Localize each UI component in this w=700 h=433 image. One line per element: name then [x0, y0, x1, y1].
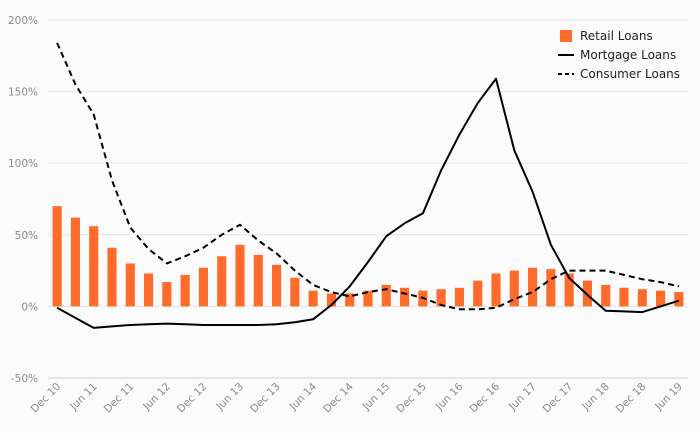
bar [107, 247, 117, 307]
bar [400, 287, 410, 307]
bar [582, 280, 592, 307]
bar [491, 273, 501, 307]
series-lines [56, 42, 680, 329]
bar [89, 226, 99, 307]
x-tick-label: Dec 11 [102, 381, 137, 416]
bar [656, 290, 666, 307]
bar [144, 273, 154, 307]
x-tick-label: Jun 15 [360, 381, 393, 414]
x-tick-label: Dec 12 [175, 381, 210, 416]
legend-label: Consumer Loans [580, 67, 680, 81]
bar [381, 284, 391, 307]
bar [473, 280, 483, 307]
x-tick-label: Dec 15 [394, 381, 429, 416]
y-tick-label: 50% [15, 230, 38, 242]
y-tick-label: 0% [21, 301, 38, 313]
x-tick-label: Jun 18 [579, 381, 612, 414]
bar [454, 287, 464, 307]
series-line [56, 42, 680, 311]
bar [674, 292, 684, 307]
bar [180, 274, 190, 307]
bar [619, 287, 629, 307]
bar [528, 267, 538, 307]
bar [198, 267, 208, 307]
bar [125, 263, 135, 307]
bar [162, 282, 172, 307]
x-tick-label: Dec 18 [614, 381, 649, 416]
bar [363, 290, 373, 307]
bar [436, 289, 446, 307]
retail-loans-bars [52, 206, 684, 307]
bar [235, 244, 245, 307]
bar [564, 273, 574, 307]
legend-label: Mortgage Loans [580, 48, 676, 62]
x-tick-label: Dec 14 [321, 380, 356, 415]
bar [253, 254, 263, 307]
legend: Retail Loans Mortgage Loans Consumer Loans [558, 29, 680, 81]
bar [601, 284, 611, 307]
y-tick-label: 150% [8, 87, 38, 99]
x-tick-label: Jun 17 [506, 381, 539, 414]
legend-swatch [560, 30, 572, 42]
bar [637, 289, 647, 307]
x-tick-label: Jun 11 [67, 381, 100, 414]
bar [546, 269, 556, 307]
y-tick-label: 200% [8, 15, 38, 27]
x-tick-label: Jun 16 [433, 380, 466, 413]
x-tick-label: Dec 16 [467, 380, 502, 415]
x-tick-label: Jun 12 [140, 381, 173, 414]
series-line [56, 77, 680, 329]
x-tick-label: Dec 17 [541, 381, 576, 416]
x-tick-label: Jun 13 [214, 381, 247, 414]
legend-label: Retail Loans [580, 29, 653, 43]
x-tick-label: Jun 14 [287, 380, 320, 413]
bar [290, 277, 300, 307]
y-tick-label: 100% [8, 158, 38, 170]
x-tick-label: Jun 19 [652, 381, 685, 414]
bar [509, 270, 519, 307]
x-tick-label: Dec 10 [29, 381, 64, 416]
bar [326, 293, 336, 307]
bar [52, 206, 62, 307]
y-tick-label: -50% [11, 373, 38, 385]
bar [70, 217, 80, 307]
axes: Dec 10 Jun 11 Dec 11 Jun 12 Dec 12 Jun 13 Dec … [29, 377, 688, 416]
bar [308, 290, 318, 307]
bar [217, 256, 227, 307]
bar [272, 264, 282, 307]
bar [345, 293, 355, 307]
x-tick-label: Dec 13 [248, 381, 283, 416]
